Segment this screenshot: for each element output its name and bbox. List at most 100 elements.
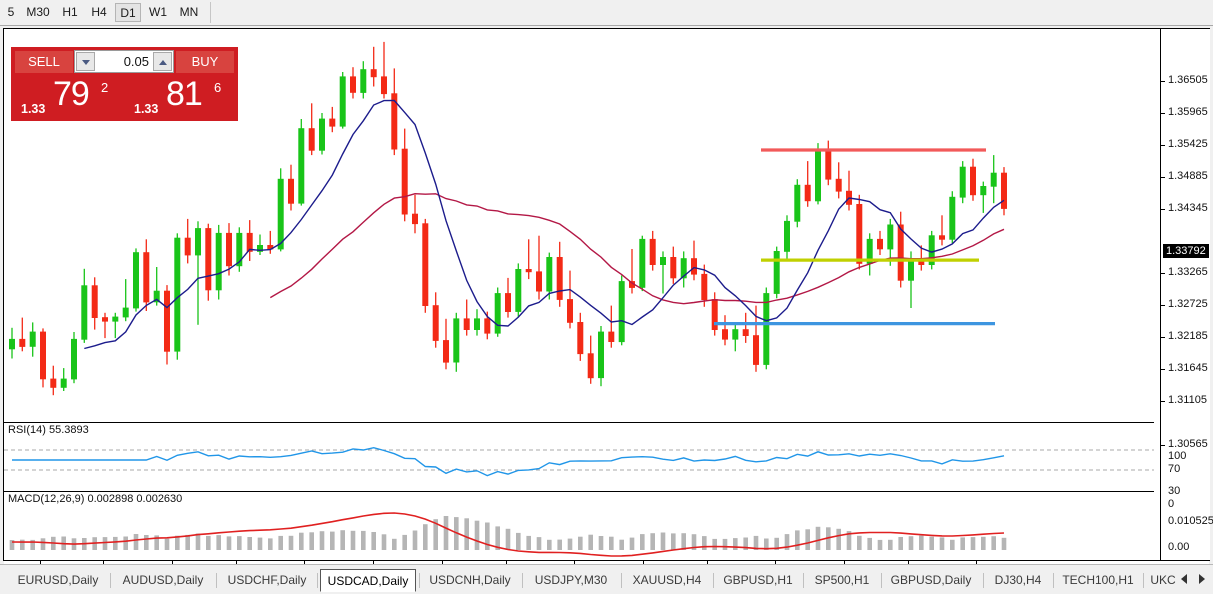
chart-tab-usdchf-daily[interactable]: USDCHF,Daily <box>227 573 307 587</box>
price-scale-tick <box>1161 337 1165 338</box>
macd-pane[interactable]: MACD(12,26,9) 0.002898 0.002630 <box>4 491 1154 561</box>
date-axis-tick <box>574 561 575 565</box>
timeframe-w1[interactable]: W1 <box>149 5 167 19</box>
price-scale-tick <box>1161 273 1165 274</box>
trade-panel-top: SELL 0.05 BUY <box>11 47 238 75</box>
price-scale-label: 1.33265 <box>1168 266 1208 278</box>
chevron-down-icon <box>82 60 90 65</box>
sell-price-display[interactable]: 1.33 79 2 <box>13 78 123 119</box>
chart-tab-audusd-daily[interactable]: AUDUSD,Daily <box>122 573 204 587</box>
price-scale-tick <box>1161 81 1165 82</box>
rsi-scale-label: 70 <box>1168 463 1181 475</box>
price-scale-tick <box>1161 209 1165 210</box>
price-scale-tick <box>1161 369 1165 370</box>
rsi-pane[interactable]: RSI(14) 55.3893 <box>4 422 1154 491</box>
price-scale-tick <box>1161 401 1165 402</box>
candlestick-chart <box>9 41 1008 396</box>
chart-tab-xauusd-h4[interactable]: XAUUSD,H4 <box>632 573 702 587</box>
price-scale-label: 1.35965 <box>1168 106 1208 118</box>
price-scale-label: 1.36505 <box>1168 74 1208 86</box>
price-scale-label: 1.32185 <box>1168 330 1208 342</box>
timeframe-m30[interactable]: M30 <box>26 5 50 19</box>
buy-price-prefix: 1.33 <box>134 102 159 116</box>
volume-decrease-button[interactable] <box>76 52 95 71</box>
rsi-scale-label: 0 <box>1168 498 1175 510</box>
tab-divider <box>983 573 984 588</box>
price-scale-tick <box>1161 145 1165 146</box>
timeframe-d1[interactable]: D1 <box>115 3 141 22</box>
date-axis-tick <box>844 561 845 565</box>
chart-tab-gbpusd-daily[interactable]: GBPUSD,Daily <box>890 573 972 587</box>
rsi-plot <box>4 446 1154 477</box>
chart-window: USDCAD,Daily1.33886 1.33916 1.33719 1.33… <box>3 28 1213 580</box>
chart-tab-usdjpy-m30[interactable]: USDJPY,M30 <box>534 573 608 587</box>
chart-tab-usdcnh-daily[interactable]: USDCNH,Daily <box>429 573 511 587</box>
date-axis-tick <box>506 561 507 565</box>
macd-plot <box>9 512 1007 557</box>
price-scale-tick <box>1161 445 1165 446</box>
buy-button[interactable]: BUY <box>176 51 234 73</box>
buy-price-display[interactable]: 1.33 81 6 <box>126 78 236 119</box>
sell-button[interactable]: SELL <box>15 51 73 73</box>
tab-divider <box>713 573 714 588</box>
date-axis-tick <box>442 561 443 565</box>
volume-increase-button[interactable] <box>153 52 172 71</box>
scroll-right-icon[interactable] <box>1199 574 1205 584</box>
sell-price-fraction: 2 <box>101 80 109 95</box>
macd-label: MACD(12,26,9) 0.002898 0.002630 <box>8 493 186 505</box>
tab-divider <box>216 573 217 588</box>
sell-price-prefix: 1.33 <box>21 102 46 116</box>
chart-tab-eurusd-daily[interactable]: EURUSD,Daily <box>17 573 99 587</box>
tab-divider <box>803 573 804 588</box>
macd-scale-label: 0.00 <box>1168 541 1190 553</box>
toolbar-separator <box>210 2 211 23</box>
chart-tabs-bar: EURUSD,Daily AUDUSD,Daily USDCHF,Daily USDC… <box>0 564 1213 594</box>
date-axis-tick <box>775 561 776 565</box>
tab-divider <box>621 573 622 588</box>
tab-divider <box>881 573 882 588</box>
date-axis-tick <box>40 561 41 565</box>
timeframe-5[interactable]: 5 <box>7 5 15 19</box>
macd-scale-label: 0.010525 <box>1168 515 1213 527</box>
buy-price-fraction: 6 <box>214 80 222 95</box>
volume-input[interactable]: 0.05 <box>74 50 174 73</box>
date-axis-tick <box>643 561 644 565</box>
date-axis-tick <box>172 561 173 565</box>
tab-divider <box>1143 573 1144 588</box>
date-axis-tick <box>908 561 909 565</box>
timeframe-h1[interactable]: H1 <box>62 5 78 19</box>
price-scale-label: 1.30565 <box>1168 438 1208 450</box>
date-axis-tick <box>103 561 104 565</box>
sell-price-main: 79 <box>53 78 90 113</box>
rsi-scale-label: 30 <box>1168 485 1181 497</box>
date-axis-tick <box>304 561 305 565</box>
chart-tab-sp500-h1[interactable]: SP500,H1 <box>814 573 870 587</box>
chart-tab-ukc[interactable]: UKC <box>1150 573 1176 587</box>
date-axis-tick <box>976 561 977 565</box>
tab-divider <box>1053 573 1054 588</box>
scroll-left-icon[interactable] <box>1181 574 1187 584</box>
chart-tab-dj30-h4[interactable]: DJ30,H4 <box>994 573 1042 587</box>
timeframe-h4[interactable]: H4 <box>91 5 107 19</box>
current-price-label: 1.33792 <box>1163 244 1209 258</box>
price-scale-label: 1.31105 <box>1168 394 1207 406</box>
price-scale-tick <box>1161 177 1165 178</box>
chart-tab-tech100-h1[interactable]: TECH100,H1 <box>1062 573 1134 587</box>
price-scale-label: 1.31645 <box>1168 362 1208 374</box>
one-click-trading-panel: SELL 0.05 BUY 1.33 79 2 1.33 81 6 <box>11 47 238 121</box>
price-scale-tick <box>1161 305 1165 306</box>
tab-divider <box>419 573 420 588</box>
chart-tab-gbpusd-h1[interactable]: GBPUSD,H1 <box>723 573 793 587</box>
chart-tab-usdcad-daily[interactable]: USDCAD,Daily <box>320 569 416 592</box>
tab-divider <box>110 573 111 588</box>
tab-divider <box>522 573 523 588</box>
price-scale[interactable]: 1.36505 1.35965 1.35425 1.34885 1.34345 1.332… <box>1160 29 1213 571</box>
price-scale-tick <box>1161 113 1165 114</box>
buy-price-main: 81 <box>166 78 203 113</box>
date-axis-tick <box>707 561 708 565</box>
tab-divider <box>317 573 318 588</box>
price-scale-label: 1.35425 <box>1168 138 1208 150</box>
timeframe-mn[interactable]: MN <box>179 5 199 19</box>
timeframe-toolbar: 5 M30 H1 H4 D1 W1 MN <box>0 0 1213 26</box>
